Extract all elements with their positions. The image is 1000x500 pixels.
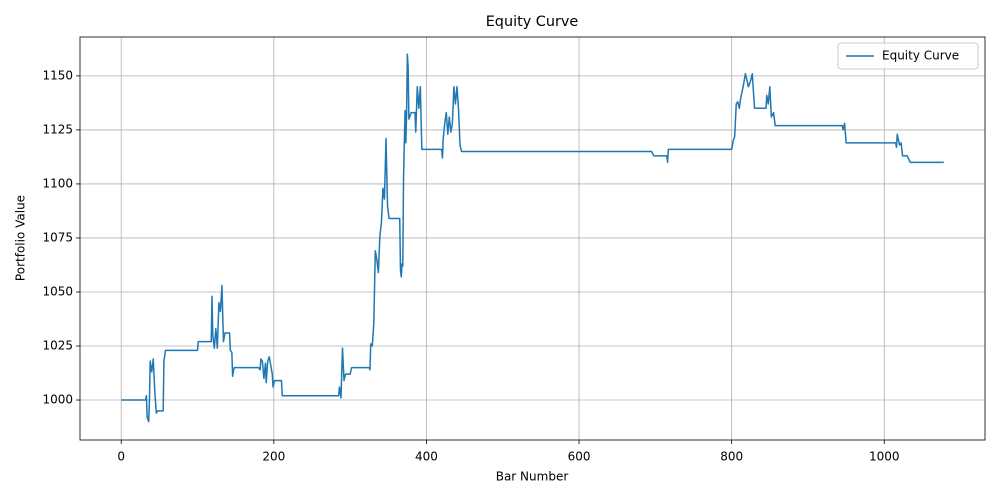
chart-title: Equity Curve: [486, 14, 579, 30]
y-tick-label: 1100: [42, 176, 73, 190]
x-tick-label: 600: [568, 450, 591, 464]
x-tick-label: 200: [262, 450, 285, 464]
legend-box: [837, 42, 979, 70]
y-tick-label: 1150: [42, 68, 73, 82]
x-tick-label: 800: [720, 450, 743, 464]
x-tick-label: 400: [415, 450, 438, 464]
y-axis-label: Portfolio Value: [14, 195, 28, 281]
line-series: [121, 53, 944, 423]
x-tick-label: 0: [117, 450, 125, 464]
legend: Equity Curve: [837, 42, 979, 70]
x-axis-label: Bar Number: [496, 470, 569, 484]
y-tick-label: 1025: [42, 339, 73, 353]
y-tick-label: 1050: [42, 284, 73, 298]
y-tick-label: 1075: [42, 230, 73, 244]
y-tick-label: 1000: [42, 393, 73, 407]
y-tick-label: 1125: [42, 122, 73, 136]
x-tick-label: 1000: [869, 450, 900, 464]
plot-frame: [79, 36, 986, 441]
legend-label: Equity Curve: [882, 49, 959, 63]
